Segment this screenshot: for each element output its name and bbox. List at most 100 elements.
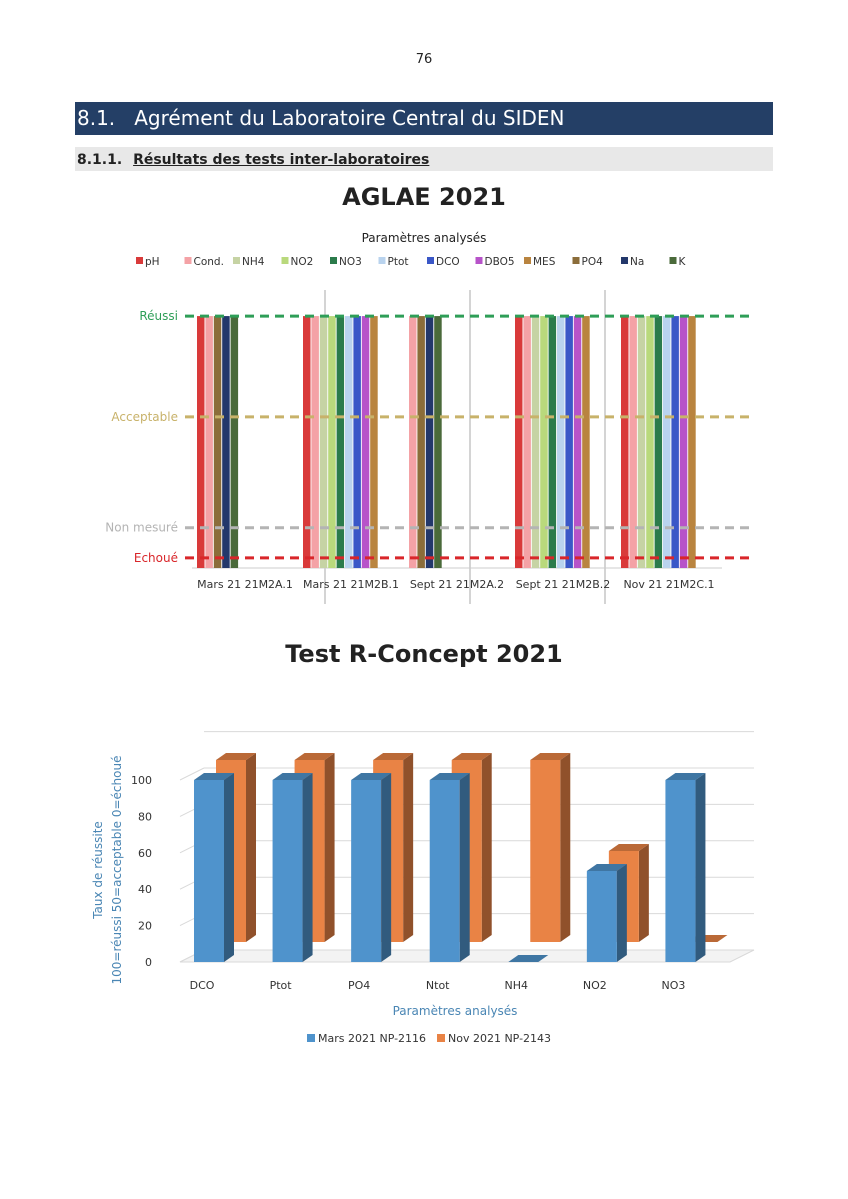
rc-bar-nov-top	[530, 753, 571, 760]
aglae-bar	[353, 316, 361, 568]
rc-bar-mars-side	[302, 773, 313, 962]
aglae-legend-label: NO2	[291, 256, 314, 268]
rc-grid-side	[179, 767, 205, 781]
rc-bar-nov-side	[324, 753, 335, 942]
rc-ytick: 20	[138, 920, 152, 933]
aglae-bar	[565, 316, 573, 568]
aglae-legend-label: DBO5	[485, 256, 515, 268]
rc-category-label: DCO	[190, 979, 215, 992]
aglae-level-label: Acceptable	[111, 410, 178, 424]
rc-bar-mars-top	[429, 773, 470, 780]
aglae-legend-label: Cond.	[194, 256, 224, 268]
aglae-legend-label: PO4	[582, 256, 604, 268]
aglae-category-label: Sept 21 21M2A.2	[410, 578, 504, 591]
rc-bar-mars-front	[429, 780, 460, 962]
aglae-legend-swatch	[233, 257, 240, 264]
aglae-bar	[434, 316, 442, 568]
aglae-bar	[663, 316, 671, 568]
rc-bar-mars	[194, 773, 234, 962]
aglae-bar	[370, 316, 378, 568]
section-header: 8.1. Agrément du Laboratoire Central du …	[75, 102, 773, 135]
aglae-bar	[540, 316, 548, 568]
rc-category-label: Ntot	[426, 979, 450, 992]
aglae-bar	[361, 316, 370, 568]
rc-bar-nov-side	[403, 753, 414, 942]
aglae-chart: Paramètres analysés pH Cond. NH4 NO2 NO3 Ptot D…	[105, 231, 752, 604]
rc-bar-nov-top	[608, 844, 649, 851]
aglae-bar	[621, 316, 629, 568]
rc-bar-mars-front	[194, 780, 224, 962]
rc-legend-swatch	[437, 1034, 445, 1042]
rc-bar-mars	[665, 773, 706, 962]
rc-bar-mars-front	[665, 780, 696, 962]
aglae-legend-label: Ptot	[388, 256, 409, 268]
rc-category-label: NH4	[505, 979, 529, 992]
rc-ytick: 80	[138, 810, 152, 823]
aglae-legend-swatch	[572, 257, 580, 264]
rc-bar-nov-side	[638, 844, 649, 942]
rc-bar-mars-side	[695, 773, 706, 962]
rc-bar-nov	[530, 753, 571, 942]
aglae-legend-label: NH4	[242, 256, 265, 268]
aglae-category-label: Mars 21 21M2B.1	[303, 578, 399, 591]
rc-bar-mars	[429, 773, 470, 962]
aglae-bar	[523, 316, 531, 568]
rc-bar-nov-side	[481, 753, 492, 942]
aglae-level-label: Réussi	[139, 309, 178, 323]
rc-bar-mars-front	[351, 780, 382, 962]
rc-bar-mars-top	[586, 864, 627, 871]
aglae-level-label: Non mesuré	[105, 521, 178, 535]
rc-bar-nov-side	[246, 753, 256, 942]
aglae-bar	[629, 316, 637, 568]
aglae-legend-swatch	[378, 257, 386, 264]
rc-bar-mars-side	[616, 864, 627, 962]
aglae-bar	[573, 316, 582, 568]
aglae-bar	[328, 316, 336, 568]
aglae-bar	[637, 316, 646, 568]
aglae-legend-label: MES	[533, 256, 556, 268]
rc-category-label: NO2	[583, 979, 607, 992]
rc-ylabel-line2: 100=réussi 50=acceptable 0=échoué	[110, 756, 124, 985]
rc-bar-mars-top	[508, 955, 549, 962]
section-title: Agrément du Laboratoire Central du SIDEN	[134, 106, 565, 130]
aglae-bar	[548, 316, 557, 568]
aglae-legend-label: NO3	[339, 256, 362, 268]
rconcept-chart-title: Test R-Concept 2021	[285, 640, 563, 668]
rc-ytick: 60	[138, 847, 152, 860]
rc-bar-mars	[272, 773, 313, 962]
subsection-title: Résultats des tests inter-laboratoires	[133, 152, 430, 168]
aglae-level-label: Echoué	[134, 551, 178, 565]
aglae-bar	[582, 316, 590, 568]
aglae-bar	[336, 316, 345, 568]
rc-legend-label: Mars 2021 NP-2116	[318, 1032, 426, 1045]
aglae-bar	[646, 316, 654, 568]
aglae-bar	[409, 316, 417, 568]
rc-bar-nov-top	[373, 753, 414, 760]
section-number: 8.1.	[77, 106, 116, 130]
aglae-bar	[425, 316, 434, 568]
aglae-legend-swatch	[136, 257, 143, 264]
rc-bar-mars-front	[586, 871, 617, 962]
rc-bar-nov-top	[451, 753, 492, 760]
aglae-bar	[222, 316, 230, 568]
aglae-legend-swatch	[281, 257, 289, 264]
subsection-header: 8.1.1. Résultats des tests inter-laborat…	[75, 147, 773, 171]
aglae-category-label: Nov 21 21M2C.1	[623, 578, 714, 591]
aglae-bar	[417, 316, 425, 568]
aglae-legend-swatch	[427, 257, 434, 264]
aglae-bar	[230, 316, 239, 568]
rc-bar-nov-top	[216, 753, 256, 760]
rc-ytick: 40	[138, 883, 152, 896]
aglae-bar	[688, 316, 696, 568]
rc-bar-nov-side	[560, 753, 571, 942]
rc-ytick: 100	[131, 774, 152, 787]
rc-bar-mars-top	[351, 773, 392, 780]
aglae-bar	[205, 316, 213, 568]
page-number: 76	[415, 52, 433, 67]
rc-bar-mars	[586, 864, 627, 962]
subsection-number: 8.1.1.	[77, 152, 123, 168]
aglae-legend-swatch	[621, 257, 628, 264]
aglae-category-label: Mars 21 21M2A.1	[197, 578, 293, 591]
rc-bar-mars-side	[381, 773, 392, 962]
aglae-category-label: Sept 21 21M2B.2	[516, 578, 611, 591]
